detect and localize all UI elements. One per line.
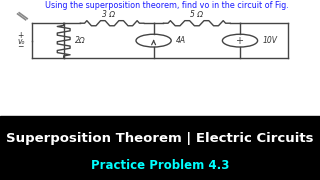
Text: vₒ: vₒ xyxy=(17,37,25,46)
Text: −: − xyxy=(18,42,24,51)
Text: 2Ω: 2Ω xyxy=(75,36,86,45)
Text: Practice Problem 4.3: Practice Problem 4.3 xyxy=(91,159,229,172)
Text: 4A: 4A xyxy=(176,36,186,45)
Text: 5 Ω: 5 Ω xyxy=(190,10,204,19)
Text: Using the superposition theorem, find vo in the circuit of Fig.: Using the superposition theorem, find vo… xyxy=(44,1,288,10)
Text: 3 Ω: 3 Ω xyxy=(102,10,116,19)
Text: +: + xyxy=(18,31,24,40)
Text: Superposition Theorem | Electric Circuits: Superposition Theorem | Electric Circuit… xyxy=(6,132,314,145)
Text: +: + xyxy=(235,36,243,46)
Text: 10V: 10V xyxy=(262,36,277,45)
